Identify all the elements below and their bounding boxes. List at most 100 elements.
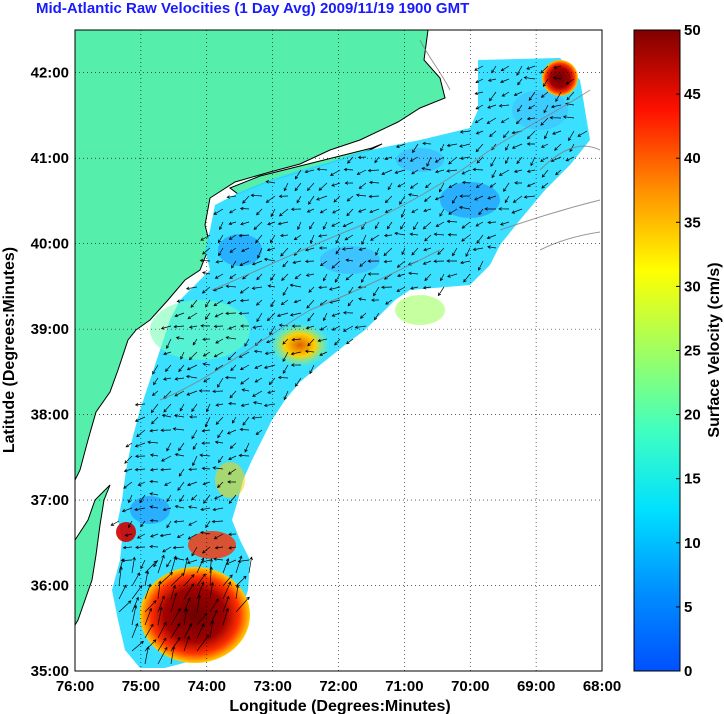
velocity-arrow	[189, 415, 198, 419]
velocity-arrow	[263, 364, 276, 369]
velocity-arrow	[174, 504, 185, 509]
velocity-arrow	[331, 312, 341, 317]
velocity-arrow	[359, 260, 367, 267]
velocity-arrow	[225, 311, 237, 316]
velocity-arrow	[144, 645, 150, 665]
velocity-arrow	[217, 377, 224, 388]
velocity-arrow	[179, 494, 185, 503]
velocity-arrow	[124, 455, 133, 464]
velocity-arrow	[267, 221, 276, 226]
velocity-arrow	[149, 505, 159, 509]
velocity-arrow	[409, 182, 419, 189]
velocity-arrow	[486, 117, 497, 124]
velocity-arrow	[368, 194, 380, 199]
velocity-arrow	[472, 167, 484, 172]
velocity-arrow	[277, 375, 289, 380]
velocity-arrow	[199, 258, 211, 263]
velocity-arrow	[251, 286, 263, 290]
velocity-arrow	[342, 221, 354, 228]
velocity-arrow	[568, 130, 575, 142]
velocity-arrow	[183, 607, 189, 626]
velocity-arrow	[307, 312, 315, 322]
fast-patch	[116, 522, 136, 542]
velocity-arrow	[397, 273, 406, 278]
velocity-arrow	[474, 91, 484, 95]
fast-patch	[270, 323, 330, 367]
velocity-arrow	[543, 104, 549, 114]
velocity-arrow	[297, 221, 302, 230]
fast-patch	[140, 567, 250, 663]
velocity-arrow	[166, 338, 172, 349]
velocity-arrow	[396, 260, 406, 268]
velocity-arrow	[170, 584, 176, 600]
velocity-arrow	[316, 167, 328, 172]
velocity-arrow	[413, 221, 419, 231]
velocity-arrow	[252, 401, 263, 405]
velocity-arrow	[170, 572, 185, 587]
velocity-arrow	[196, 594, 202, 613]
velocity-arrow	[166, 559, 172, 568]
velocity-arrow	[240, 377, 250, 385]
velocity-arrow	[294, 182, 302, 192]
velocity-arrow	[440, 273, 445, 282]
velocity-arrow	[196, 634, 210, 652]
velocity-arrow	[293, 299, 302, 304]
velocity-arrow	[217, 429, 224, 439]
velocity-arrow	[342, 311, 354, 315]
velocity-arrow	[201, 466, 211, 471]
land-mass	[75, 30, 446, 481]
velocity-arrow	[512, 195, 523, 203]
velocity-arrow	[229, 273, 237, 279]
velocity-arrow	[209, 566, 213, 587]
velocity-arrow	[230, 364, 237, 372]
velocity-arrow	[446, 143, 458, 148]
velocity-arrow	[422, 260, 432, 265]
velocity-arrow	[179, 403, 185, 412]
velocity-arrow	[157, 646, 168, 665]
velocity-arrow	[174, 312, 185, 318]
velocity-arrow	[265, 195, 276, 203]
velocity-arrow	[358, 182, 367, 189]
velocity-arrow	[191, 403, 198, 412]
velocity-arrow	[205, 520, 211, 529]
velocity-arrow	[358, 247, 367, 251]
velocity-arrow	[394, 231, 406, 236]
velocity-arrow	[149, 492, 159, 496]
velocity-arrow	[188, 520, 198, 526]
velocity-arrow	[213, 533, 224, 540]
velocity-arrow	[157, 621, 167, 639]
velocity-arrow	[426, 156, 432, 167]
velocity-arrow	[486, 234, 497, 240]
velocity-arrow	[238, 453, 250, 458]
lat-tick-label: 40:00	[31, 236, 69, 253]
velocity-arrow	[251, 416, 263, 420]
velocity-arrow	[356, 169, 367, 175]
velocity-arrow	[294, 273, 302, 280]
velocity-arrow	[305, 325, 315, 330]
velocity-arrow	[562, 115, 575, 119]
velocity-arrow	[513, 169, 523, 173]
velocity-arrow	[318, 234, 328, 238]
velocity-arrow	[202, 362, 211, 366]
velocity-arrow	[383, 259, 393, 264]
velocity-arrow	[446, 169, 458, 173]
velocity-arrow	[199, 453, 211, 457]
velocity-arrow	[214, 440, 224, 444]
lon-tick-label: 76:00	[56, 678, 94, 695]
velocity-arrow	[196, 573, 206, 587]
velocity-arrow	[500, 117, 510, 123]
colorbar-tick-label: 20	[684, 407, 701, 424]
velocity-arrow	[196, 623, 205, 639]
velocity-arrow	[552, 130, 562, 135]
velocity-arrow	[434, 156, 445, 163]
velocity-arrow	[134, 416, 146, 422]
velocity-arrow	[176, 299, 185, 303]
velocity-arrow	[213, 208, 224, 215]
velocity-arrow	[306, 208, 315, 213]
velocity-arrow	[282, 338, 289, 345]
velocity-arrow	[474, 117, 484, 124]
velocity-arrow	[322, 273, 328, 282]
velocity-arrow	[222, 581, 232, 600]
velocity-arrow	[214, 312, 224, 318]
